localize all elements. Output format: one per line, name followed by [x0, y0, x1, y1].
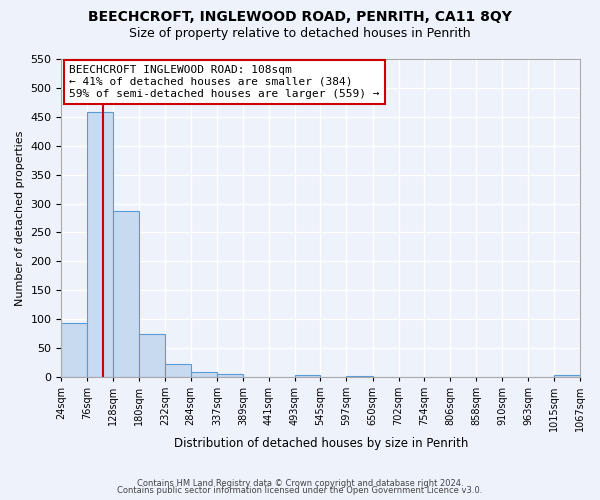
Bar: [61, 324, 87, 377]
Y-axis label: Number of detached properties: Number of detached properties: [15, 130, 25, 306]
Bar: [554, 376, 580, 377]
Bar: [139, 334, 165, 377]
X-axis label: Distribution of detached houses by size in Penrith: Distribution of detached houses by size …: [173, 437, 468, 450]
Text: Size of property relative to detached houses in Penrith: Size of property relative to detached ho…: [129, 28, 471, 40]
Bar: [191, 372, 217, 377]
Bar: [346, 376, 373, 377]
Bar: [113, 211, 139, 377]
Bar: [295, 376, 320, 377]
Bar: [87, 112, 113, 377]
Text: BEECHCROFT INGLEWOOD ROAD: 108sqm
← 41% of detached houses are smaller (384)
59%: BEECHCROFT INGLEWOOD ROAD: 108sqm ← 41% …: [69, 66, 380, 98]
Text: BEECHCROFT, INGLEWOOD ROAD, PENRITH, CA11 8QY: BEECHCROFT, INGLEWOOD ROAD, PENRITH, CA1…: [88, 10, 512, 24]
Text: Contains public sector information licensed under the Open Government Licence v3: Contains public sector information licen…: [118, 486, 482, 495]
Text: Contains HM Land Registry data © Crown copyright and database right 2024.: Contains HM Land Registry data © Crown c…: [137, 478, 463, 488]
Bar: [217, 374, 243, 377]
Bar: [165, 364, 191, 377]
